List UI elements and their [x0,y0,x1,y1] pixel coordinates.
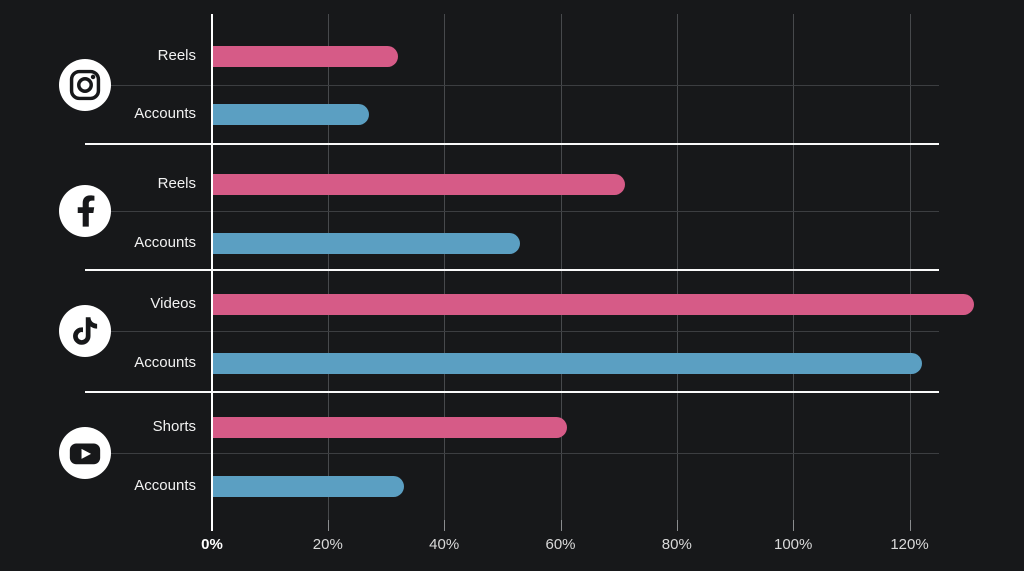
bar-instagram-accounts [212,103,369,125]
x-tick-label-0: 0% [201,536,223,553]
row-label-facebook-reels: Reels [157,175,196,192]
row-gridline-facebook [110,211,939,212]
bar-tiktok-videos [212,293,974,315]
x-tick-label-20: 20% [312,536,343,553]
row-gridline-instagram [110,85,939,86]
bar-facebook-accounts [212,232,521,254]
separator-instagram-facebook [85,142,939,145]
bar-youtube-shorts [212,416,567,438]
row-label-tiktok-accounts: Accounts [134,354,196,371]
row-label-facebook-accounts: Accounts [134,234,196,251]
separator-tiktok-youtube [85,391,939,393]
separator-facebook-tiktok [85,269,939,271]
x-tick-label-80: 80% [661,536,692,553]
tiktok-icon [59,305,111,357]
bar-facebook-reels [212,173,625,195]
gridline-40 [444,14,446,520]
row-label-youtube-accounts: Accounts [134,477,196,494]
row-gridline-tiktok [110,331,939,332]
x-tick-label-40: 40% [429,536,460,553]
x-tick-label-100: 100% [774,536,813,553]
gridline-80 [676,14,678,520]
bar-instagram-reels [212,45,399,67]
bar-youtube-accounts [212,475,404,497]
youtube-icon [59,427,111,479]
x-tick-label-120: 120% [890,536,929,553]
tick-mark-20 [327,520,329,531]
gridline-120 [909,14,911,520]
row-label-instagram-accounts: Accounts [134,105,196,122]
bar-tiktok-accounts [212,352,922,374]
y-axis-line [211,14,213,531]
gridline-60 [560,14,562,520]
tick-mark-120 [909,520,911,531]
gridline-100 [793,14,795,520]
gridline-20 [327,14,329,520]
tick-mark-80 [676,520,678,531]
row-label-tiktok-videos: Videos [150,295,196,312]
tick-mark-100 [793,520,795,531]
row-label-youtube-shorts: Shorts [152,418,196,435]
tick-mark-40 [444,520,446,531]
row-gridline-youtube [110,453,939,454]
x-tick-label-60: 60% [545,536,576,553]
tick-mark-60 [560,520,562,531]
facebook-icon [59,185,111,237]
row-label-instagram-reels: Reels [157,47,196,64]
instagram-icon [59,59,111,111]
